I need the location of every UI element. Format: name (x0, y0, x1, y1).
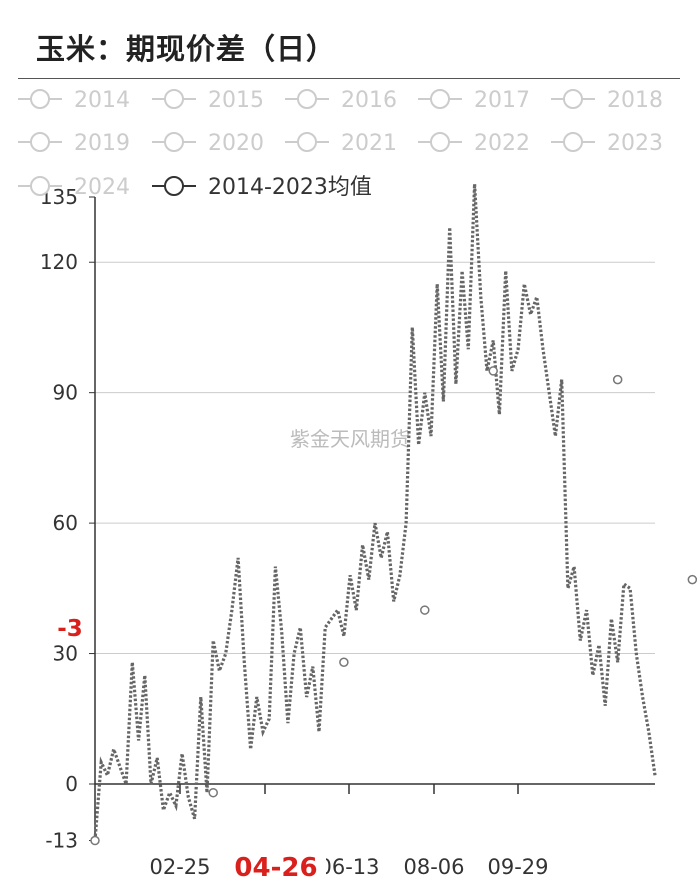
series-marker (339, 657, 349, 668)
series-marker (208, 787, 218, 798)
series-line (93, 183, 657, 841)
chart-title: 玉米：期现价差（日） (36, 32, 337, 66)
legend-item-2021[interactable]: 2021 (285, 131, 397, 156)
x-tick-label: 02-25 (149, 855, 210, 879)
legend-marker-icon (30, 132, 50, 152)
legend-item-2017[interactable]: 2017 (418, 88, 530, 113)
legend-marker-icon (297, 89, 317, 109)
legend-item-2018[interactable]: 2018 (551, 88, 663, 113)
legend-item-2014[interactable]: 2014 (18, 88, 130, 113)
legend-label: 2015 (208, 88, 264, 113)
legend-item-2024[interactable]: 2024 (18, 175, 130, 200)
legend-label: 2016 (341, 88, 397, 113)
legend-item-2022[interactable]: 2022 (418, 131, 530, 156)
series-lines (90, 183, 698, 846)
y-tick-label: 30 (53, 642, 78, 666)
legend-marker-icon (563, 89, 583, 109)
legend-item-2020[interactable]: 2020 (152, 131, 264, 156)
legend-marker-icon (30, 176, 50, 196)
active-x-label-bg (226, 846, 326, 886)
series-marker (420, 605, 430, 615)
watermark-text: 紫金天风期货 (290, 427, 410, 451)
title-divider (18, 78, 680, 79)
legend-label: 2018 (607, 88, 663, 113)
legend-marker-icon (30, 89, 50, 109)
legend-label: 2014-2023均值 (208, 175, 372, 200)
legend-label: 2014 (74, 88, 130, 113)
series-marker (687, 574, 698, 585)
legend-item-2019[interactable]: 2019 (18, 131, 130, 156)
active-y-label: -3 (57, 616, 83, 642)
y-tick-label: 0 (65, 772, 78, 796)
legend-marker-icon (297, 132, 317, 152)
x-tick-label: 08-06 (403, 855, 464, 879)
legend-marker-icon (430, 89, 450, 109)
series-marker (488, 366, 498, 376)
y-tick-label: 60 (53, 511, 78, 535)
grid-lines (95, 261, 655, 655)
legend-marker-icon (164, 89, 184, 109)
legend-label: 2017 (474, 88, 530, 113)
legend-label: 2022 (474, 131, 530, 156)
active-y-label-bg (50, 610, 92, 644)
legend[interactable]: 2014 2015 2016 2017 2018 2019 2020 2021 2022 2023… (18, 88, 663, 200)
legend-marker-icon (430, 132, 450, 152)
legend-item-2016[interactable]: 2016 (285, 88, 397, 113)
legend-marker-icon (164, 176, 184, 196)
legend-marker-icon (164, 132, 184, 152)
legend-label: 2020 (208, 131, 264, 156)
series-marker (90, 835, 100, 846)
legend-item-2015[interactable]: 2015 (152, 88, 264, 113)
y-tick-label: 90 (53, 381, 78, 405)
legend-marker-icon (563, 132, 583, 152)
legend-label: 2021 (341, 131, 397, 156)
legend-item-2014-2023均值[interactable]: 2014-2023均值 (152, 175, 372, 200)
active-x-label: 04-26 (234, 853, 317, 883)
y-tick-label: 120 (40, 250, 78, 274)
legend-label: 2024 (74, 175, 130, 200)
legend-label: 2023 (607, 131, 663, 156)
x-tick-label: 09-29 (487, 855, 548, 879)
series-marker (612, 374, 623, 385)
legend-label: 2019 (74, 131, 130, 156)
legend-item-2023[interactable]: 2023 (551, 131, 663, 156)
x-tick-label: 06-13 (318, 855, 379, 879)
y-tick-label: -13 (45, 829, 78, 853)
